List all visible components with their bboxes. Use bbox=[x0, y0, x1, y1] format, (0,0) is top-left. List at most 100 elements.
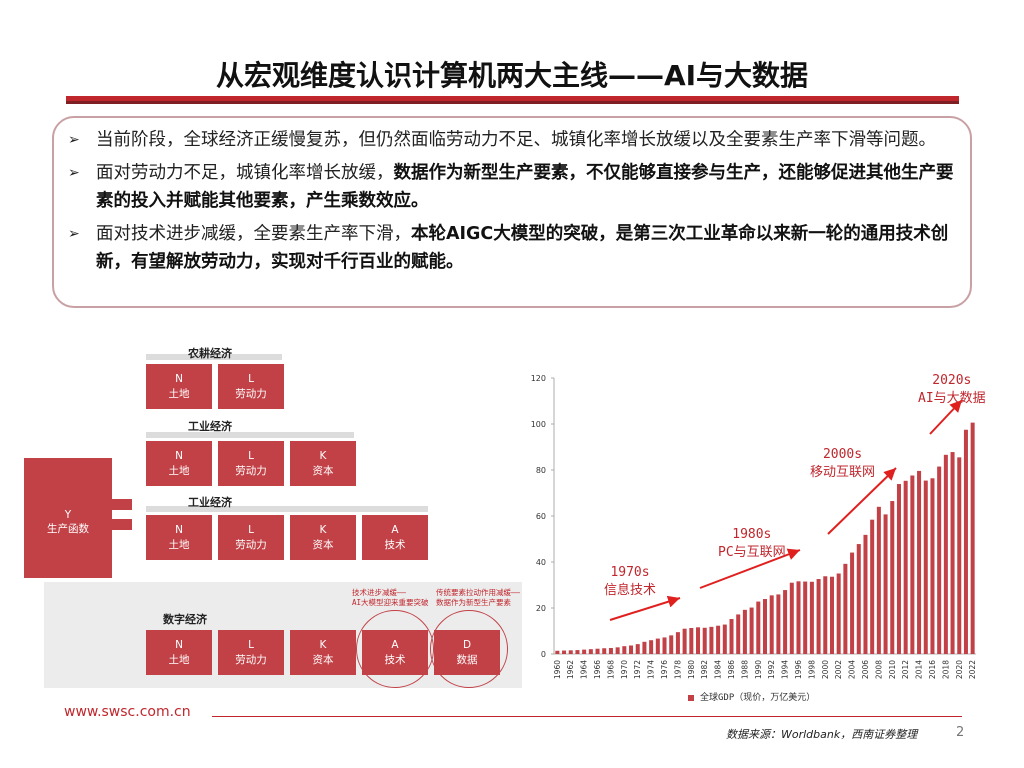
gdp-bar bbox=[796, 581, 801, 654]
annotation-sub: 信息技术 bbox=[604, 583, 657, 598]
x-tick-label: 2020 bbox=[955, 660, 964, 679]
x-tick-label: 1974 bbox=[647, 660, 656, 679]
annotation-sub: 移动互联网 bbox=[810, 465, 876, 480]
gdp-bar bbox=[917, 470, 922, 654]
highlight-circle-d bbox=[430, 610, 508, 688]
annotation-2000s: 2000s 移动互联网 bbox=[810, 446, 875, 482]
gdp-bar bbox=[675, 632, 680, 654]
gdp-bar bbox=[568, 650, 573, 654]
gdp-bar bbox=[722, 624, 727, 654]
bullet-text: 当前阶段，全球经济正缓慢复苏，但仍然面临劳动力不足、城镇化率增长放缓以及全要素生… bbox=[96, 130, 936, 150]
x-tick-label: 1986 bbox=[727, 660, 736, 679]
factor-label: 土地 bbox=[168, 388, 190, 400]
section-header-bar bbox=[146, 354, 282, 360]
bullet-item: ➢ 面对技术进步减缓，全要素生产率下滑，本轮AIGC大模型的突破，是第三次工业革命… bbox=[66, 220, 964, 277]
gdp-bar bbox=[876, 506, 881, 654]
gdp-bar bbox=[642, 641, 647, 654]
annotation-1980s: 1980s PC与互联网 bbox=[718, 526, 786, 562]
x-tick-label: 2022 bbox=[968, 660, 977, 679]
gdp-bar bbox=[696, 627, 701, 654]
gdp-bar bbox=[629, 645, 634, 654]
gdp-bar bbox=[615, 647, 620, 654]
site-url[interactable]: www.swsc.com.cn bbox=[64, 704, 191, 720]
note-line: AI大模型迎来重要突破 bbox=[352, 598, 429, 607]
bullet-text: 面对技术进步减缓，全要素生产率下滑， bbox=[96, 223, 411, 244]
x-tick-label: 2008 bbox=[874, 660, 883, 679]
data-source: 数据来源：Worldbank，西南证券整理 bbox=[726, 728, 918, 741]
gdp-bar bbox=[937, 466, 942, 654]
gdp-bar bbox=[809, 581, 814, 654]
x-tick-label: 1978 bbox=[673, 660, 682, 679]
bullet-arrow-icon: ➢ bbox=[68, 132, 80, 148]
x-tick-label: 2000 bbox=[821, 660, 830, 679]
section-header: 工业经济 bbox=[188, 496, 232, 509]
gdp-bar bbox=[762, 599, 768, 654]
section-header-bar bbox=[146, 506, 428, 512]
x-tick-label: 1970 bbox=[620, 660, 629, 679]
gdp-bar bbox=[709, 626, 714, 654]
x-tick-label: 1982 bbox=[700, 660, 709, 679]
note-technology: 技术进步减缓—— AI大模型迎来重要突破 bbox=[352, 588, 429, 608]
factor-letter: K bbox=[319, 450, 327, 462]
x-tick-label: 1968 bbox=[606, 660, 615, 679]
factor-label: 资本 bbox=[312, 465, 334, 477]
factor-letter: L bbox=[248, 524, 254, 536]
gdp-bar bbox=[689, 628, 694, 654]
gdp-bar-chart: 0 20 40 60 80 100 120 1960 1962 1964 1966 1968 1970 1… bbox=[531, 374, 977, 679]
factor-cell-n: N 土地 bbox=[146, 364, 212, 409]
factor-cell-a: A 技术 bbox=[362, 515, 428, 560]
annotation-sub: AI与大数据 bbox=[918, 391, 986, 406]
gdp-bar bbox=[950, 452, 955, 654]
factor-cell-l: L 劳动力 bbox=[218, 441, 284, 486]
gdp-bar bbox=[608, 648, 613, 654]
gdp-bar bbox=[769, 595, 774, 654]
x-tick-label: 2018 bbox=[941, 660, 950, 679]
factor-letter: A bbox=[391, 524, 399, 536]
gdp-bar bbox=[856, 544, 861, 654]
factor-label: 资本 bbox=[312, 654, 334, 666]
legend-label: 全球GDP（现价，万亿美元） bbox=[700, 693, 816, 703]
gdp-bar bbox=[789, 582, 794, 654]
title-underline-dark bbox=[66, 101, 959, 104]
y-tick-label: 40 bbox=[536, 558, 546, 567]
gdp-bar bbox=[903, 480, 908, 654]
factor-letter: N bbox=[175, 639, 183, 651]
gdp-bar bbox=[622, 646, 627, 654]
x-tick-label: 2014 bbox=[915, 660, 924, 679]
factor-letter: K bbox=[319, 639, 327, 651]
note-line: 数据作为新型生产要素 bbox=[436, 598, 511, 607]
x-tick-label: 2004 bbox=[848, 660, 857, 679]
factor-label: 土地 bbox=[168, 654, 190, 666]
note-line: 传统要素拉动作用减缓—— bbox=[436, 588, 521, 597]
annotation-label: 1970s bbox=[610, 565, 650, 580]
gdp-bar bbox=[662, 637, 667, 654]
y-production-box: Y 生产函数 bbox=[24, 458, 112, 578]
gdp-bar bbox=[970, 422, 975, 654]
x-tick-label: 2006 bbox=[861, 660, 870, 679]
annotation-sub: PC与互联网 bbox=[718, 545, 786, 560]
factor-label: 劳动力 bbox=[235, 388, 267, 400]
factor-cell-k: K 资本 bbox=[290, 515, 356, 560]
factor-letter: K bbox=[319, 524, 327, 536]
x-tick-label: 1998 bbox=[807, 660, 816, 679]
factor-cell-l: L 劳动力 bbox=[218, 630, 284, 675]
gdp-bar bbox=[635, 644, 640, 654]
factor-cell-n: N 土地 bbox=[146, 515, 212, 560]
gdp-bar bbox=[736, 614, 741, 654]
factor-cell-l: L 劳动力 bbox=[218, 364, 284, 409]
bullet-item: ➢ 当前阶段，全球经济正缓慢复苏，但仍然面临劳动力不足、城镇化率增长放缓以及全要素… bbox=[66, 126, 964, 155]
gdp-bar bbox=[649, 640, 654, 654]
factor-letter: N bbox=[175, 524, 183, 536]
gdp-bar bbox=[896, 484, 901, 654]
factor-letter: N bbox=[175, 450, 183, 462]
y-tick-label: 0 bbox=[541, 650, 546, 659]
trend-arrow bbox=[699, 548, 801, 589]
section-header: 农耕经济 bbox=[188, 347, 232, 360]
factor-label: 劳动力 bbox=[235, 465, 267, 477]
annotation-label: 1980s bbox=[732, 527, 772, 542]
factor-letter: L bbox=[248, 373, 254, 385]
factor-letter: L bbox=[248, 450, 254, 462]
bullet-arrow-icon: ➢ bbox=[68, 225, 80, 242]
factor-cell-k: K 资本 bbox=[290, 441, 356, 486]
gdp-bar bbox=[588, 649, 593, 654]
